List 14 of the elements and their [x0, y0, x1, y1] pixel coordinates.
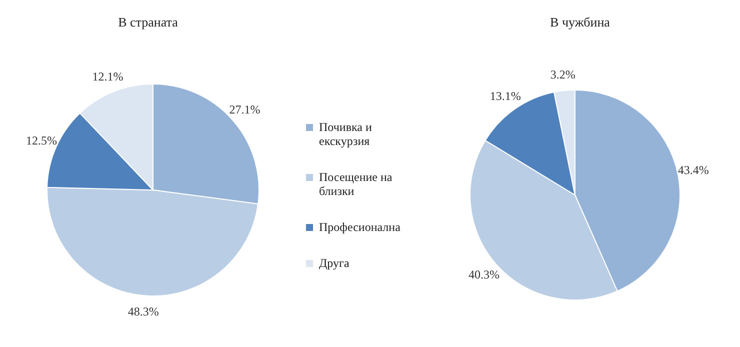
data-label: 27.1% [229, 102, 260, 117]
data-label: 48.3% [128, 304, 159, 319]
data-label: 40.3% [468, 268, 500, 282]
data-label: 12.1% [92, 70, 124, 84]
chart-title: В страната [118, 14, 178, 30]
chart-title: В чужбина [550, 14, 610, 30]
legend-label: Професионална [319, 220, 400, 234]
legend-label: Посещение на близки [319, 170, 394, 198]
data-label: 12.5% [26, 133, 57, 148]
legend-label: Друга [319, 256, 350, 270]
data-label: 3.2% [550, 68, 576, 82]
data-label: 13.1% [490, 89, 521, 104]
legend-label: Почивка и екскурзия [319, 120, 373, 148]
data-label: 43.4% [678, 163, 709, 178]
